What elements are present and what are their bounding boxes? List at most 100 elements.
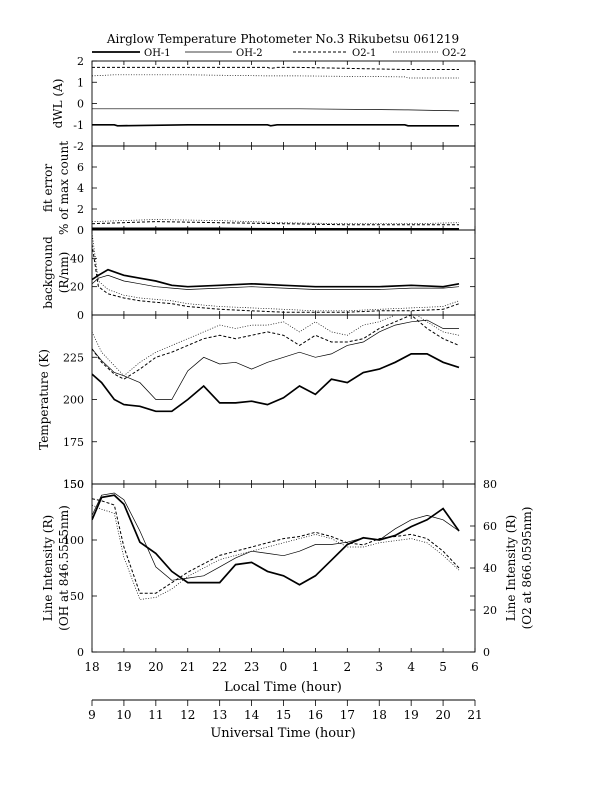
panel-temperature: 150 175 200 225 Temperature (K) — [37, 314, 476, 491]
panel-frame-temperature — [91, 314, 476, 485]
ut-tick-label: 18 — [372, 708, 387, 722]
ytick-right-label-intensity: 0 — [483, 646, 490, 659]
series-line-dwl-o2-1 — [92, 66, 459, 70]
ylabel-right2-intensity: (O2 at 866.0595nm) — [520, 507, 534, 630]
ylabel2-fit: % of max count — [57, 141, 71, 235]
series-line-background-o2-2 — [92, 232, 460, 312]
series-line-background-o2-1 — [92, 244, 460, 313]
panel-dwl: -2 -1 0 1 2 dWL (A) — [51, 55, 476, 153]
panel-fit: 0 2 4 6 fit error% of max count — [41, 141, 476, 237]
ylabel-right-intensity: Line Intensity (R) — [504, 515, 518, 621]
ut-tick-label: 9 — [88, 708, 96, 722]
series-line-fit-oh-2 — [92, 227, 459, 229]
chart-panels: -2 -1 0 1 2 dWL (A) 0 2 4 6 fit error% of max coun… — [37, 55, 534, 659]
figure-title: Airglow Temperature Photometer No.3 Riku… — [106, 32, 459, 46]
panel-frame-dwl — [91, 60, 476, 147]
legend-label-o2-1: O2-1 — [352, 48, 376, 59]
ylabel-dwl: dWL (A) — [51, 79, 65, 129]
ytick-label-intensity: 50 — [70, 590, 84, 603]
ytick-label-intensity: 100 — [63, 534, 84, 547]
legend: OH-1 OH-2 O2-1 O2-2 — [92, 48, 466, 59]
local-tick-label: 0 — [280, 660, 288, 674]
ytick-label-dwl: 0 — [77, 98, 84, 111]
ut-tick-label: 12 — [180, 708, 195, 722]
series-line-intensity-o2-1 — [92, 498, 460, 594]
ytick-label-dwl: -1 — [73, 119, 84, 132]
series-line-dwl-oh-2 — [92, 108, 460, 112]
series-line-dwl-oh-1 — [92, 123, 459, 127]
local-tick-label: 5 — [439, 660, 447, 674]
ylabel-temperature: Temperature (K) — [37, 349, 51, 450]
series-line-intensity-oh-2 — [92, 492, 460, 581]
ytick-label-fit: 4 — [77, 182, 84, 195]
ytick-label-fit: 6 — [77, 161, 84, 174]
ytick-label-intensity: 150 — [63, 478, 84, 491]
ut-tick-label: 11 — [148, 708, 163, 722]
local-time-label: Local Time (hour) — [224, 680, 342, 695]
ut-tick-label: 21 — [467, 708, 482, 722]
ytick-label-temperature: 150 — [63, 478, 84, 491]
series-line-dwl-o2-2 — [92, 74, 459, 79]
ytick-right-label-intensity: 40 — [483, 562, 497, 575]
ylabel-intensity: Line Intensity (R) — [41, 515, 55, 621]
ylabel2-background: (R/nm) — [57, 252, 71, 294]
ytick-label-background: 0 — [77, 309, 84, 322]
ytick-label-temperature: 175 — [63, 436, 84, 449]
ytick-label-background: 40 — [70, 252, 84, 265]
series-line-temperature-o2-2 — [92, 315, 460, 377]
ut-tick-label: 15 — [276, 708, 291, 722]
ytick-right-label-intensity: 20 — [483, 604, 497, 617]
ytick-label-intensity: 0 — [77, 646, 84, 659]
ytick-label-background: 20 — [70, 281, 84, 294]
series-line-temperature-oh-1 — [92, 353, 460, 413]
ytick-label-dwl: 2 — [77, 55, 84, 68]
ytick-label-temperature: 225 — [63, 351, 84, 364]
legend-label-oh-2: OH-2 — [236, 48, 263, 59]
ut-time-label: Universal Time (hour) — [210, 726, 355, 741]
panel-background: 0 20 40 background (R/nm) — [41, 229, 476, 322]
ut-tick-label: 19 — [404, 708, 419, 722]
local-tick-label: 18 — [84, 660, 99, 674]
series-line-background-oh-2 — [92, 274, 460, 290]
ylabel2-intensity: (OH at 846.5555nm) — [57, 505, 71, 631]
series-line-background-oh-1 — [92, 268, 460, 288]
ytick-label-fit: 0 — [77, 224, 84, 237]
ut-tick-label: 13 — [212, 708, 227, 722]
series-line-intensity-o2-2 — [92, 504, 460, 600]
ytick-label-fit: 2 — [77, 203, 84, 216]
series-line-fit-o2-1 — [92, 221, 459, 226]
series-line-temperature-oh-2 — [92, 319, 459, 400]
local-tick-label: 23 — [244, 660, 259, 674]
series-line-temperature-o2-1 — [92, 315, 460, 380]
ytick-right-label-intensity: 60 — [483, 520, 497, 533]
ut-tick-label: 10 — [116, 708, 131, 722]
local-tick-label: 1 — [312, 660, 320, 674]
ut-tick-label: 14 — [244, 708, 260, 722]
series-line-intensity-oh-1 — [92, 494, 460, 586]
ylabel-background: background — [41, 236, 55, 309]
local-tick-label: 22 — [212, 660, 227, 674]
ytick-label-temperature: 200 — [63, 394, 84, 407]
panel-frame-intensity — [91, 483, 476, 653]
panel-frame-fit — [91, 145, 476, 231]
local-tick-label: 19 — [116, 660, 131, 674]
ut-tick-label: 20 — [435, 708, 450, 722]
ytick-label-dwl: 1 — [77, 76, 84, 89]
local-tick-label: 20 — [148, 660, 163, 674]
local-tick-label: 2 — [344, 660, 352, 674]
ut-tick-label: 17 — [340, 708, 355, 722]
local-tick-label: 6 — [471, 660, 479, 674]
local-tick-label: 4 — [407, 660, 415, 674]
legend-label-oh-1: OH-1 — [144, 48, 171, 59]
ytick-label-dwl: -2 — [73, 140, 84, 153]
ut-tick-label: 16 — [308, 708, 323, 722]
local-tick-label: 3 — [375, 660, 383, 674]
local-tick-label: 21 — [180, 660, 195, 674]
legend-label-o2-2: O2-2 — [442, 48, 466, 59]
panel-frame-background — [91, 229, 476, 316]
ytick-right-label-intensity: 80 — [483, 478, 497, 491]
ylabel-fit: fit error — [41, 164, 55, 212]
